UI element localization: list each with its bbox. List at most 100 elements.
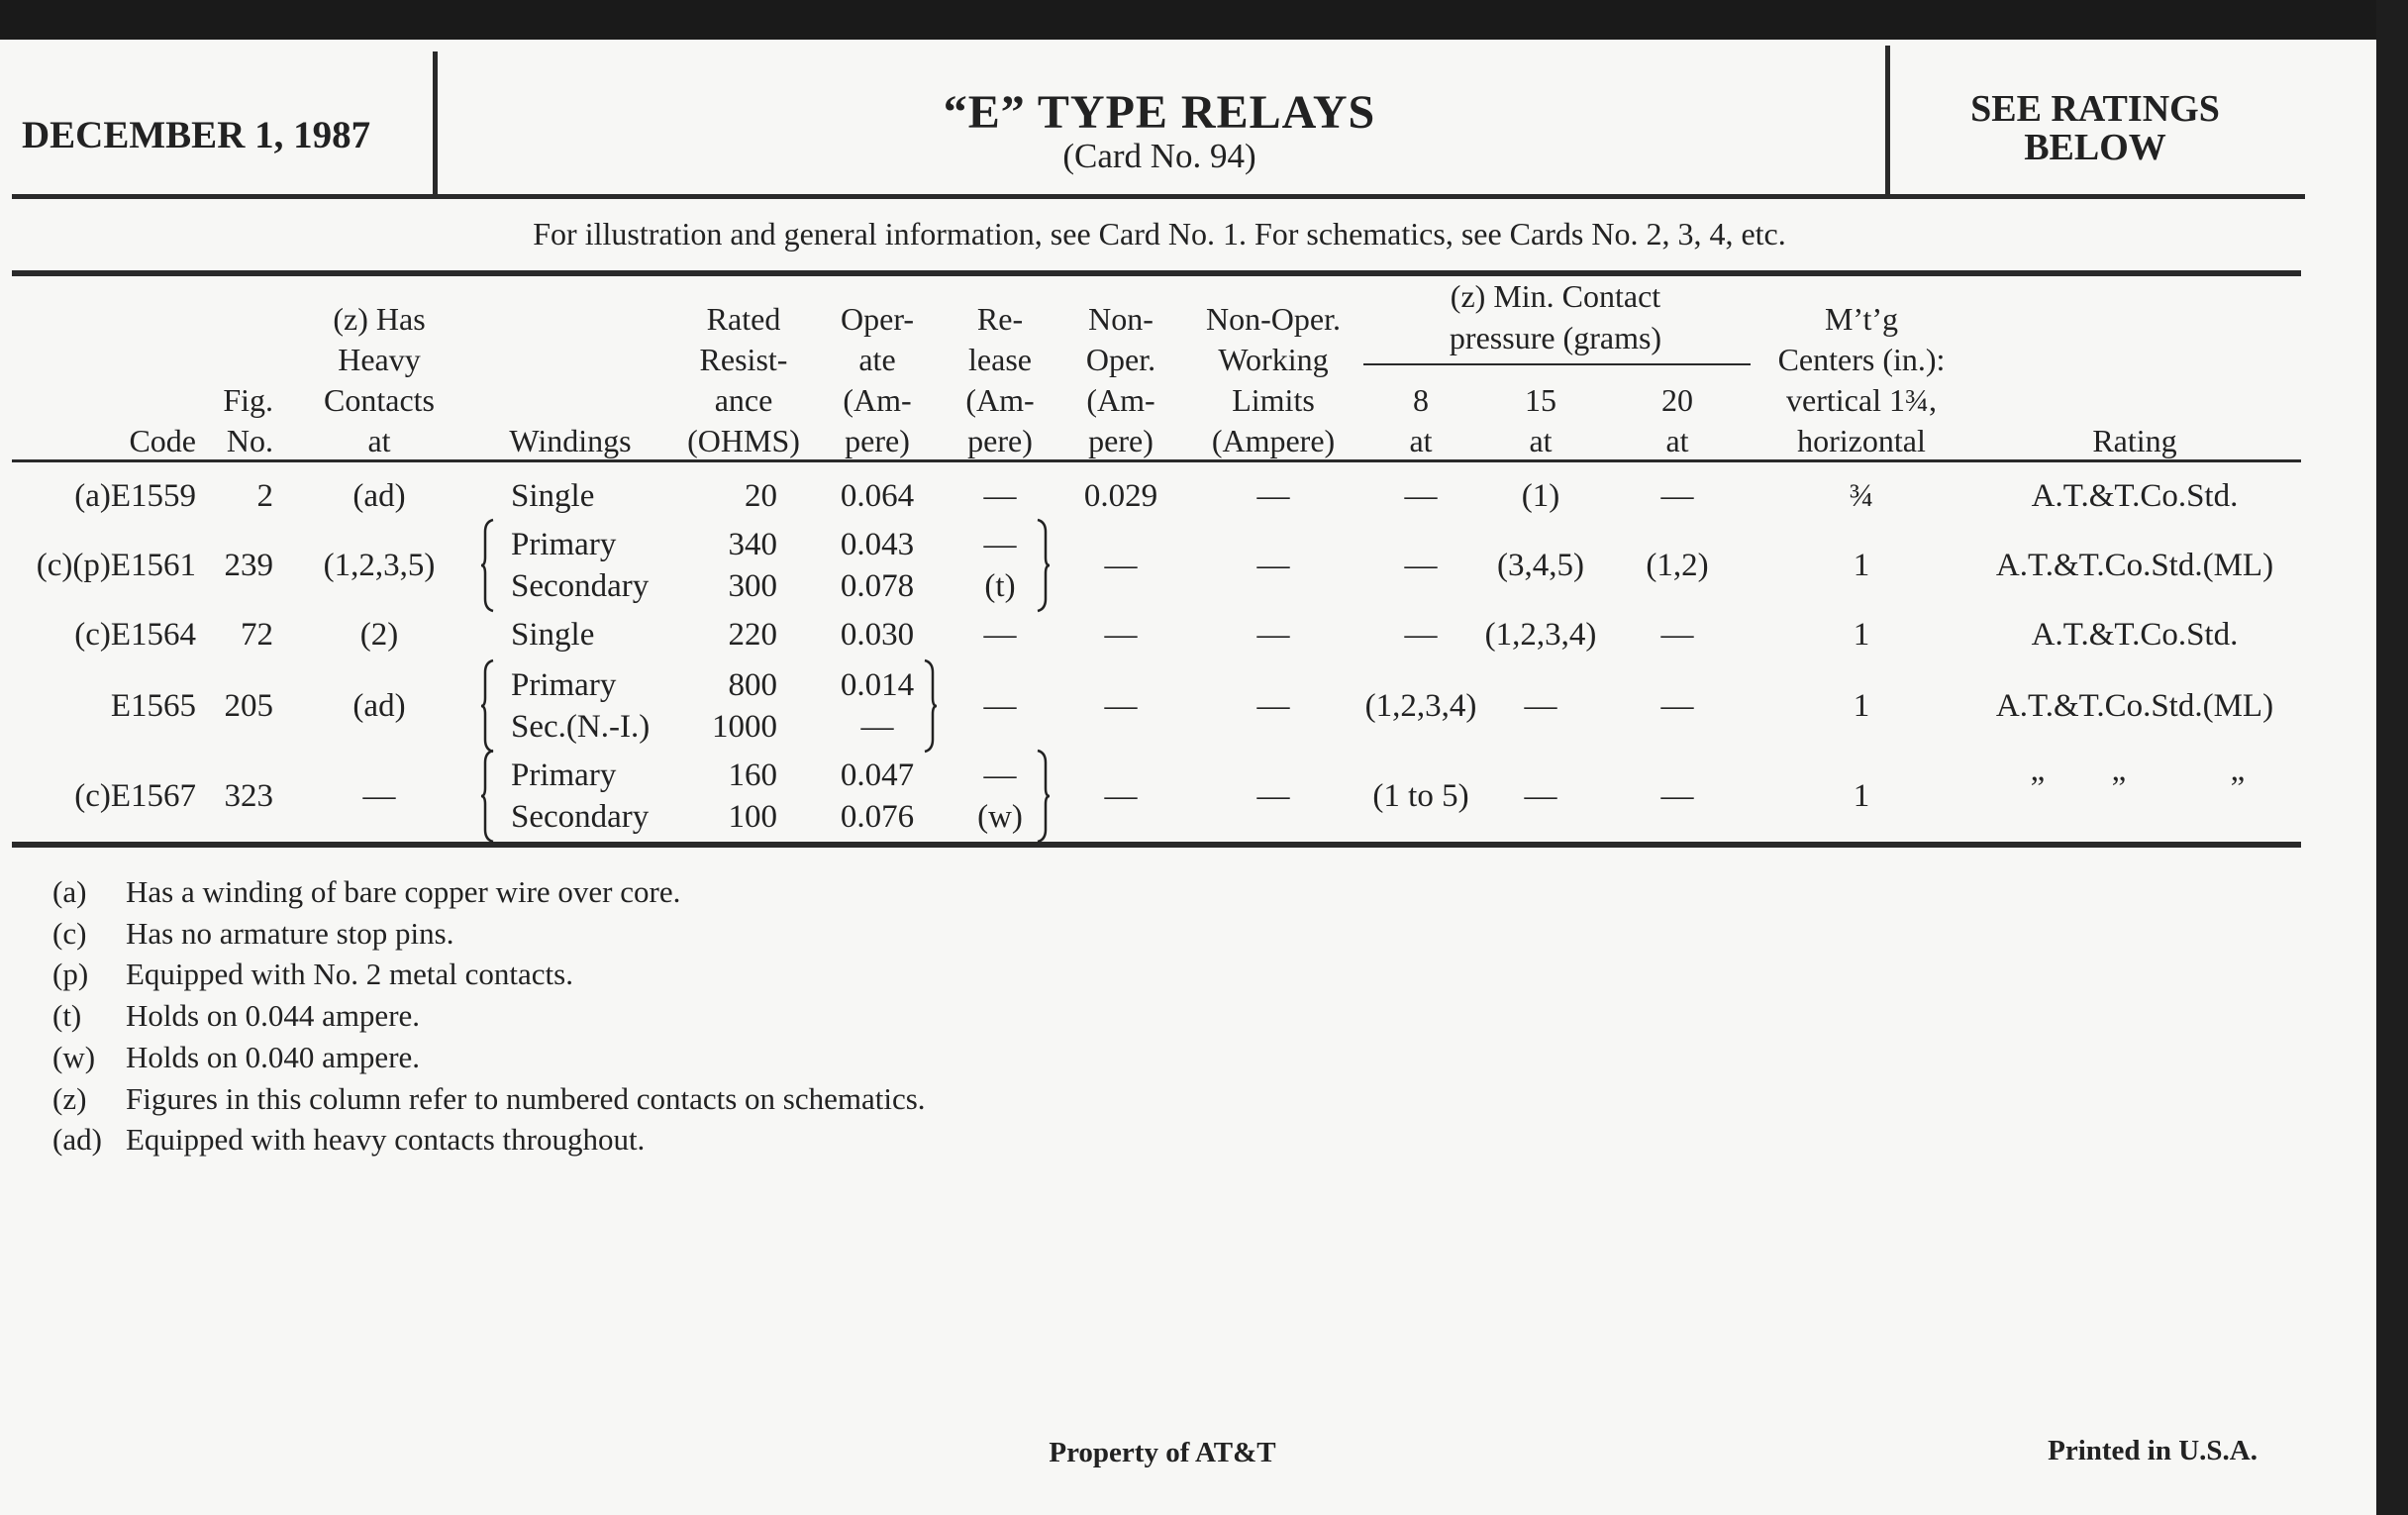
scan-border-right (2376, 0, 2408, 1515)
left-brace-icon (480, 518, 494, 613)
row-rating-ditto: ” (2111, 770, 2127, 806)
winding-resistance: 160 (728, 758, 778, 793)
winding-resistance: 20 (745, 478, 777, 514)
header-contacts: Contacts (324, 382, 435, 418)
row-fig-no: 72 (241, 617, 273, 653)
row-pressure-8: — (1404, 548, 1438, 583)
row-heavy-contacts: (1,2,3,5) (323, 548, 436, 583)
card-date: DECEMBER 1, 1987 (22, 114, 371, 156)
header-rating: Rating (2092, 423, 2177, 458)
row-fig-no: 239 (224, 548, 274, 583)
row-release: — (983, 688, 1017, 724)
header-windings: Windings (509, 423, 632, 458)
header-resistance: Rated (706, 301, 781, 337)
row-rating: A.T.&T.Co.Std.(ML) (1995, 688, 2274, 724)
row-pressure-20: (1,2) (1646, 548, 1709, 583)
header-release: Re- (976, 301, 1024, 337)
header-mtg: horizontal (1797, 423, 1926, 458)
header-resistance: ance (714, 382, 773, 418)
footnote-text: Figures in this column refer to numbered… (126, 1080, 926, 1116)
winding-name: Single (511, 617, 595, 653)
row-mounting-centers: 1 (1853, 688, 1870, 724)
row-rating-ditto: ” (2230, 770, 2246, 806)
header-release: lease (968, 342, 1032, 377)
row-mounting-centers: 1 (1853, 778, 1870, 814)
header-resistance: (OHMS) (687, 423, 800, 458)
table-top-rule (12, 270, 2301, 276)
winding-operate: 0.043 (840, 527, 915, 562)
header-bottom-rule (12, 194, 2305, 199)
row-pressure-20: — (1660, 478, 1694, 514)
header-code: Code (129, 423, 196, 458)
winding-name: Single (511, 478, 595, 514)
row-code: E1565 (110, 688, 196, 724)
scan-border-top (0, 0, 2408, 40)
row-mounting-centers: ¾ (1849, 478, 1874, 514)
row-pressure-15: (1) (1521, 478, 1560, 514)
footnote-text: Holds on 0.044 ampere. (126, 998, 421, 1034)
header-mtg: M’t’g (1824, 301, 1899, 337)
winding-release: — (983, 758, 1017, 793)
header-operate: Oper- (841, 301, 914, 337)
pressure-group-underline (1363, 363, 1751, 365)
row-pressure-8: (1,2,3,4) (1364, 688, 1477, 724)
header-at20: 20 (1661, 382, 1693, 418)
winding-resistance: 340 (728, 527, 778, 562)
row-heavy-contacts: (ad) (352, 478, 406, 514)
header-pressure-group: pressure (grams) (1449, 320, 1662, 355)
header-release: pere) (967, 423, 1033, 458)
winding-operate: 0.078 (840, 568, 915, 604)
header-resistance: Resist- (699, 342, 788, 377)
footnote-key: (a) (52, 874, 87, 909)
row-heavy-contacts: (2) (359, 617, 399, 653)
row-non-oper: — (1104, 778, 1138, 814)
winding-release: (t) (984, 568, 1016, 604)
header-non-oper: Oper. (1085, 342, 1156, 377)
winding-operate: 0.047 (840, 758, 915, 793)
winding-operate: 0.076 (840, 799, 915, 835)
winding-resistance: 100 (728, 799, 778, 835)
row-pressure-20: — (1660, 778, 1694, 814)
header-divider-right (1885, 46, 1890, 198)
header-at8: 8 (1413, 382, 1429, 418)
winding-resistance: 1000 (712, 709, 777, 745)
header-contacts: (z) Has (333, 301, 426, 337)
row-working-limits: — (1256, 688, 1290, 724)
header-operate: pere) (845, 423, 910, 458)
header-fig: No. (226, 423, 273, 458)
footnote-text: Has a winding of bare copper wire over c… (126, 874, 681, 909)
row-code: (a)E1559 (74, 478, 196, 514)
header-at20: at (1665, 423, 1689, 458)
row-code: (c)E1564 (74, 617, 196, 653)
header-mtg: vertical 1¾, (1786, 382, 1937, 418)
right-brace-icon (924, 658, 938, 754)
header-working: Non-Oper. (1206, 301, 1341, 337)
footnote-key: (p) (52, 957, 89, 992)
row-working-limits: — (1256, 778, 1290, 814)
page-title: “E” TYPE RELAYS (943, 86, 1376, 139)
row-non-oper: 0.029 (1083, 478, 1158, 514)
header-non-oper: Non- (1088, 301, 1154, 337)
header-contacts: at (367, 423, 391, 458)
row-fig-no: 323 (224, 778, 274, 814)
winding-name: Primary (511, 667, 617, 703)
right-brace-icon (1037, 749, 1051, 844)
row-non-oper: — (1104, 688, 1138, 724)
header-at8: at (1409, 423, 1433, 458)
row-heavy-contacts: — (362, 778, 396, 814)
footnote-text: Equipped with No. 2 metal contacts. (126, 957, 573, 992)
row-pressure-8: (1 to 5) (1372, 778, 1469, 814)
footer-property: Property of AT&T (1049, 1437, 1276, 1468)
row-rating: A.T.&T.Co.Std. (2031, 478, 2239, 514)
row-mounting-centers: 1 (1853, 548, 1870, 583)
winding-resistance: 220 (728, 617, 778, 653)
card-number: (Card No. 94) (1062, 137, 1256, 175)
header-operate: ate (858, 342, 896, 377)
row-mounting-centers: 1 (1853, 617, 1870, 653)
row-pressure-8: — (1404, 617, 1438, 653)
winding-release: — (983, 527, 1017, 562)
footnote-key: (c) (52, 915, 87, 951)
left-brace-icon (480, 658, 494, 754)
header-non-oper: pere) (1088, 423, 1154, 458)
header-mtg: Centers (in.): (1777, 342, 1946, 377)
